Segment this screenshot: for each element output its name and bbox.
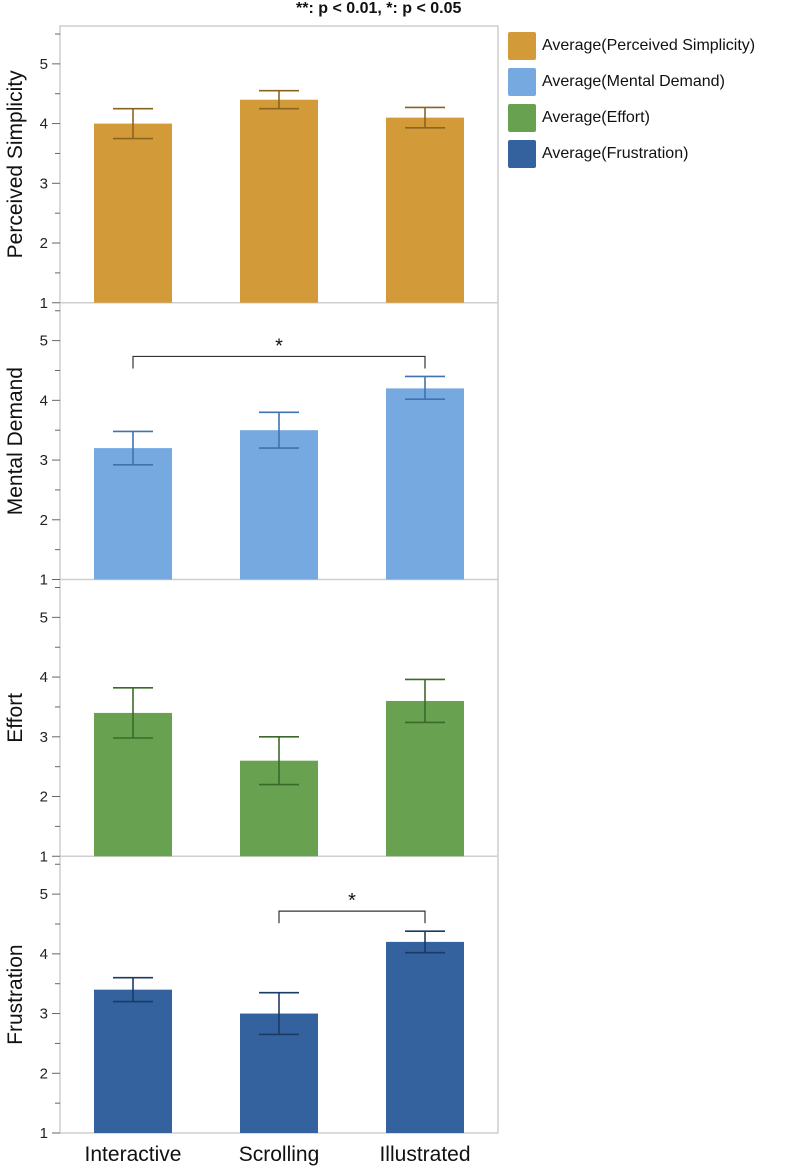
y-tick-label: 3 [40, 175, 48, 192]
x-tick-label: Scrolling [239, 1143, 320, 1166]
bar [94, 448, 172, 580]
bar [240, 430, 318, 580]
y-tick-label: 5 [40, 609, 48, 626]
y-tick-label: 1 [40, 572, 48, 589]
bar [94, 123, 172, 303]
y-tick-label: 5 [40, 56, 48, 73]
bar [386, 941, 464, 1133]
y-tick-label: 3 [40, 452, 48, 469]
y-tick-label: 1 [40, 1125, 48, 1142]
y-tick-label: 4 [40, 946, 48, 963]
x-tick-label: Interactive [85, 1143, 182, 1166]
legend-label: Average(Effort) [542, 109, 650, 126]
bar [240, 99, 318, 303]
legend-label: Average(Mental Demand) [542, 73, 725, 90]
y-axis-label: Effort [4, 693, 27, 743]
significance-label: * [348, 890, 356, 912]
legend-swatch [508, 68, 536, 96]
y-tick-label: 1 [40, 295, 48, 312]
y-axis-label: Frustration [4, 944, 27, 1044]
legend-swatch [508, 140, 536, 168]
legend-item: Average(Frustration) [508, 140, 755, 168]
y-tick-label: 5 [40, 333, 48, 350]
y-tick-label: 2 [40, 789, 48, 806]
y-axis-label: Mental Demand [4, 367, 27, 515]
y-tick-label: 4 [40, 669, 48, 686]
legend-item: Average(Mental Demand) [508, 68, 755, 96]
y-tick-label: 5 [40, 886, 48, 903]
y-axis-label: Perceived Simplicity [4, 70, 27, 258]
bar [94, 989, 172, 1133]
y-tick-label: 2 [40, 512, 48, 529]
y-tick-label: 4 [40, 392, 48, 409]
y-tick-label: 3 [40, 729, 48, 746]
legend-item: Average(Perceived Simplicity) [508, 32, 755, 60]
significance-bracket [132, 355, 426, 369]
y-tick-label: 1 [40, 848, 48, 865]
bar [386, 117, 464, 303]
significance-label: * [275, 335, 283, 357]
significance-note: **: p < 0.01, *: p < 0.05 [296, 0, 462, 17]
y-tick-label: 2 [40, 235, 48, 252]
bar [386, 700, 464, 857]
legend-swatch [508, 104, 536, 132]
legend: Average(Perceived Simplicity) Average(Me… [508, 32, 755, 176]
y-tick-label: 3 [40, 1006, 48, 1023]
legend-label: Average(Frustration) [542, 145, 689, 162]
y-tick-label: 2 [40, 1065, 48, 1082]
legend-label: Average(Perceived Simplicity) [542, 37, 756, 54]
x-tick-label: Illustrated [379, 1143, 470, 1166]
legend-item: Average(Effort) [508, 104, 755, 132]
significance-bracket [278, 910, 426, 924]
legend-swatch [508, 32, 536, 60]
y-tick-label: 4 [40, 116, 48, 133]
bar [386, 388, 464, 580]
